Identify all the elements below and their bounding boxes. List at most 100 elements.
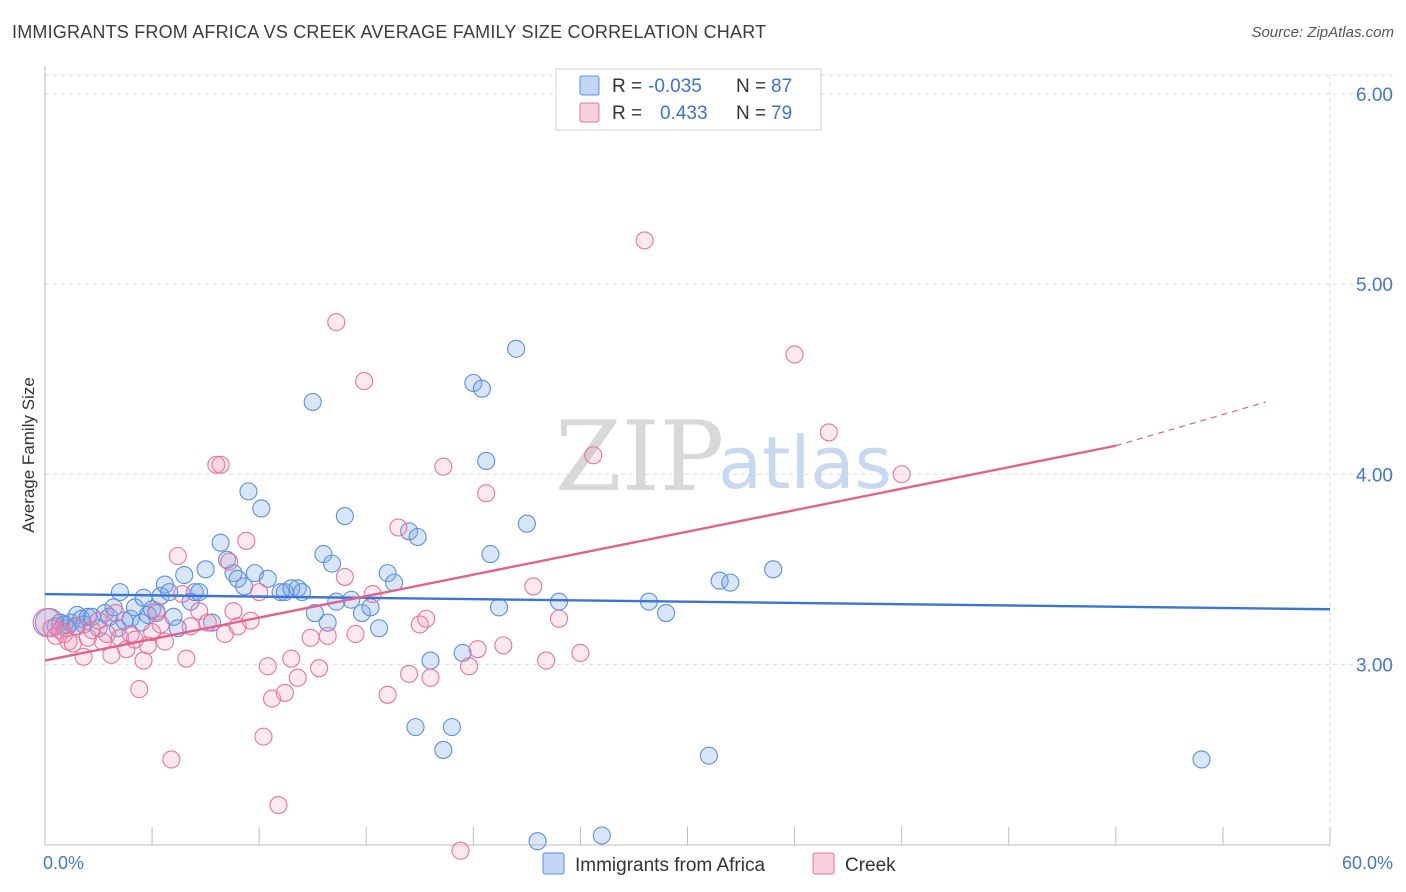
watermark: ZIP atlas [555,401,892,513]
data-point [282,649,301,668]
data-point [237,531,256,550]
data-point [468,640,487,659]
data-point [175,565,194,585]
data-point [211,533,230,552]
data-point [89,611,108,630]
data-point [417,609,436,628]
y-tick-label: 6.00 [1356,85,1393,106]
data-point [258,657,277,676]
bottom-legend: Immigrants from Africa Creek [542,852,896,876]
data-point [305,603,324,623]
data-point [507,339,526,358]
data-point [252,499,271,518]
source-label: Source: ZipAtlas.com [1251,24,1394,41]
legend-n-value-pink: 79 [771,103,792,124]
data-point [892,465,911,484]
data-point [370,619,389,638]
data-point [196,560,215,579]
data-point [764,560,783,579]
trend-line-extension-pink [1115,401,1266,447]
data-point [106,603,125,623]
data-point [335,567,354,586]
data-point [68,617,87,636]
data-point [389,518,408,537]
data-point [207,455,226,474]
bottom-legend-label-pink: Creek [845,855,896,876]
x-tick-labels: 0.0% 60.0% [43,853,1393,873]
watermark-atlas: atlas [718,421,892,505]
data-point [220,552,239,571]
data-point [528,832,547,851]
data-point [477,484,496,503]
data-point [537,651,556,670]
data-point [406,718,425,737]
data-point [288,668,307,687]
data-point [657,603,676,623]
watermark-zip: ZIP [555,401,724,513]
data-point [130,680,149,699]
data-point [322,554,342,573]
data-point [451,841,470,860]
data-point [211,455,230,474]
data-point [592,826,611,845]
data-point [318,626,337,645]
data-point [549,609,569,628]
legend-n-label-blue: N = [736,76,766,97]
y-tick-label: 4.00 [1356,465,1393,486]
data-point [168,546,187,566]
data-point [584,446,603,465]
data-point [489,598,509,617]
data-point [459,657,479,676]
axes [44,66,1331,846]
y-axis-label: Average Family Size [19,377,38,533]
x-tick-label-min: 0.0% [43,853,84,873]
data-point [434,740,453,759]
data-point [303,392,322,412]
data-point [327,313,346,332]
data-point [151,615,170,634]
legend-swatch-pink [579,102,600,123]
data-point [400,664,419,683]
data-point [239,482,258,501]
data-point [254,727,273,746]
data-point [434,457,453,476]
data-point [477,451,496,471]
data-point [258,569,277,588]
trend-line-pink [44,444,1117,662]
data-point [494,636,513,655]
data-point [721,573,740,592]
data-point [549,592,569,611]
data-point [310,659,329,678]
legend-n-label-pink: N = [736,103,766,124]
data-point [421,668,440,687]
trend-line-blue [44,592,1331,611]
data-point [524,577,543,596]
data-point [421,651,440,670]
series-immigrants-from-africa [34,339,1211,851]
legend-n-value-blue: 87 [771,76,792,97]
data-point [83,621,102,640]
data-point [110,583,130,602]
data-point [635,231,654,250]
data-point [346,624,365,644]
legend-r-label-blue: R = [612,76,642,97]
bottom-legend-swatch-pink [812,852,835,875]
data-point [301,628,320,647]
y-tick-labels: 3.00 4.00 5.00 6.00 [1356,85,1393,676]
bottom-legend-swatch-blue [542,852,565,875]
series-creek [32,231,911,860]
data-point [472,379,491,398]
data-point [173,584,192,604]
data-point [442,718,461,737]
data-point [335,507,354,526]
data-point [269,796,288,815]
x-tick-label-max: 60.0% [1342,853,1393,873]
legend-r-value-pink: 0.433 [660,103,708,124]
data-point [378,685,397,704]
data-point [408,527,427,547]
data-point [318,613,337,632]
data-point [224,602,243,621]
data-point [162,750,181,769]
legend-r-label-pink: R = [612,103,642,124]
